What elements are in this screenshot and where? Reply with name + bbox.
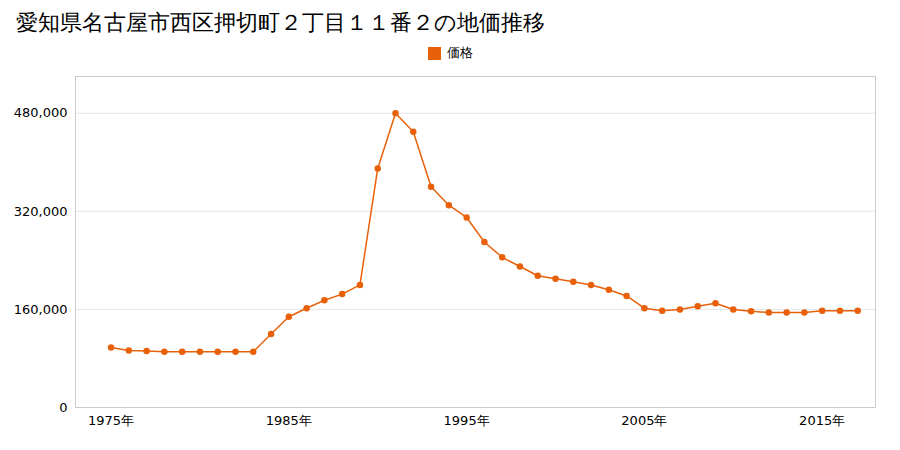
svg-text:160,000: 160,000 bbox=[14, 302, 68, 317]
svg-text:2005年: 2005年 bbox=[621, 413, 667, 428]
svg-text:1985年: 1985年 bbox=[266, 413, 312, 428]
svg-text:320,000: 320,000 bbox=[14, 204, 68, 219]
html-text:愛知県名古屋市西区押切町２丁目１１番２の地価推移: 愛知県名古屋市西区押切町２丁目１１番２の地価推移 bbox=[16, 10, 545, 35]
svg-text:2015年: 2015年 bbox=[799, 413, 845, 428]
svg-text:480,000: 480,000 bbox=[14, 105, 68, 120]
svg-text:1975年: 1975年 bbox=[88, 413, 134, 428]
svg-text:0: 0 bbox=[59, 400, 67, 415]
svg-text:1995年: 1995年 bbox=[444, 413, 490, 428]
html-text:価格: 価格 bbox=[446, 45, 473, 60]
